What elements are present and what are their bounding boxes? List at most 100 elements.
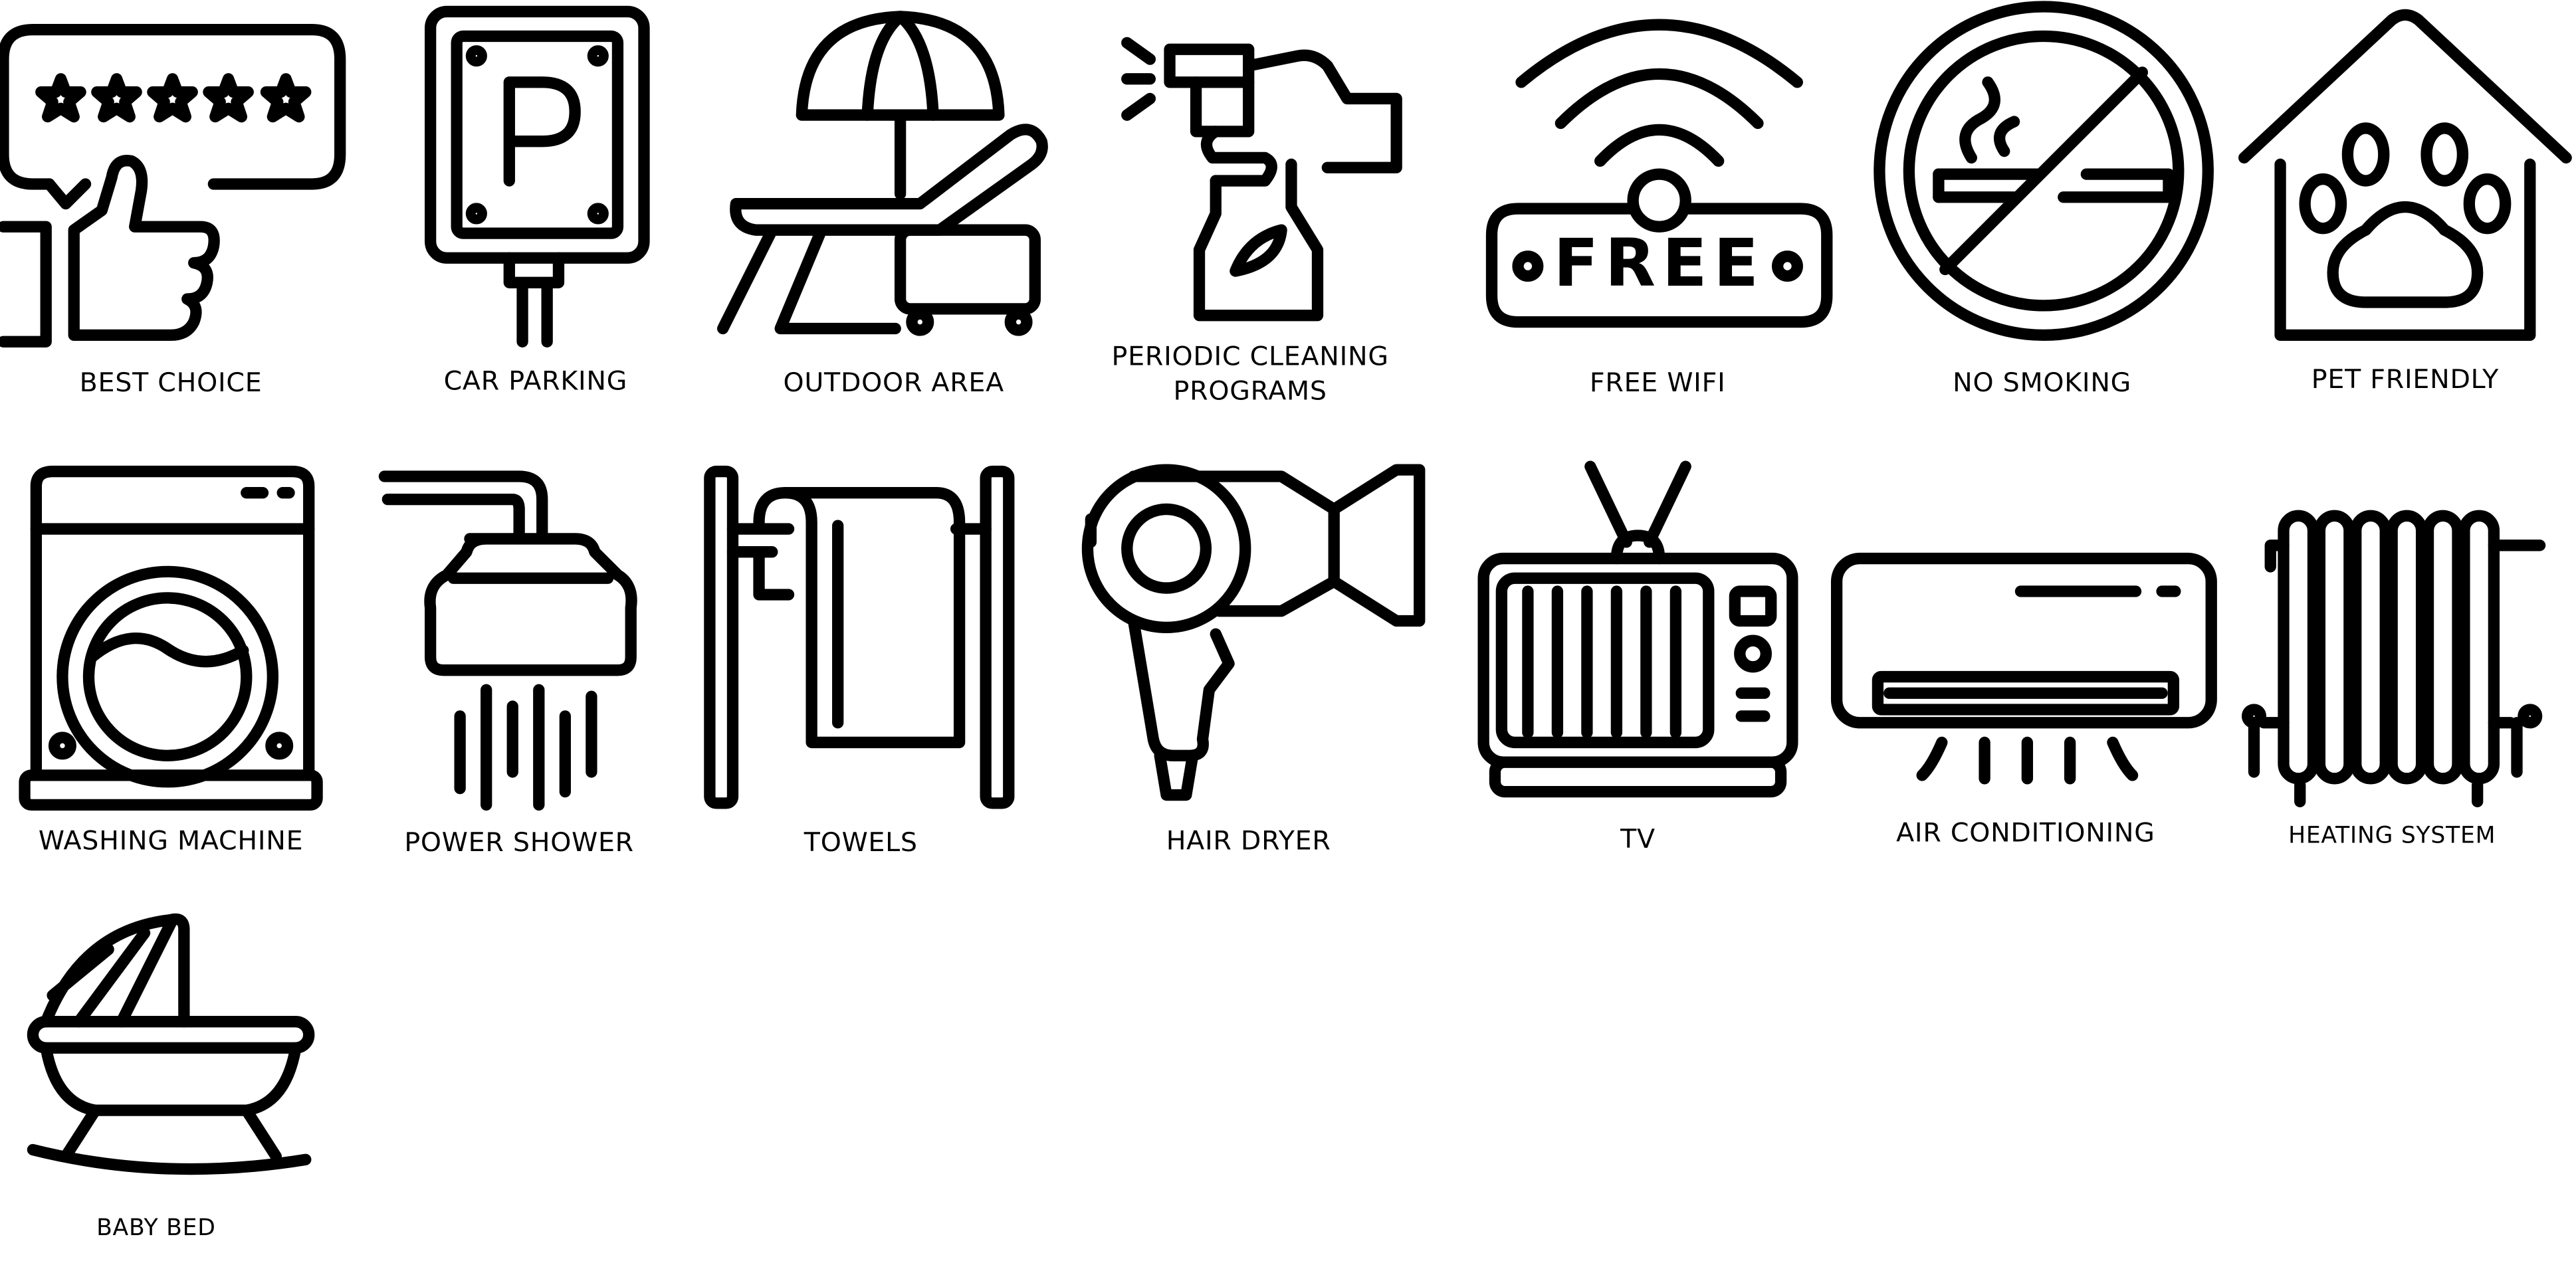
icon-stroke bbox=[1959, 76, 2000, 164]
icon-stroke bbox=[1121, 92, 1156, 121]
icon-stroke bbox=[27, 1016, 315, 1054]
icon-stroke bbox=[2274, 158, 2536, 342]
icon-stroke bbox=[1489, 756, 1787, 798]
cleaning-icon bbox=[1121, 37, 1402, 322]
icon-stroke bbox=[35, 73, 86, 123]
icon-stroke bbox=[1830, 552, 2217, 729]
icon-label: BABY BED bbox=[96, 1215, 216, 1241]
icon-stroke bbox=[43, 178, 92, 210]
icon-stroke bbox=[753, 546, 795, 601]
tv-icon bbox=[1477, 460, 1798, 798]
wifi-free-text: FREE bbox=[1554, 225, 1765, 302]
icon-stroke bbox=[1230, 224, 1287, 277]
icon-stroke bbox=[1555, 68, 1764, 130]
icon-stroke bbox=[1485, 203, 1833, 328]
icon-stroke bbox=[2264, 539, 2546, 573]
icon-stroke bbox=[1243, 49, 1402, 173]
icon-stroke bbox=[2058, 168, 2175, 203]
icon-stroke bbox=[91, 73, 142, 123]
icon-stroke bbox=[1495, 572, 1715, 749]
icon-stroke bbox=[1190, 76, 1255, 138]
icon-stroke bbox=[424, 5, 650, 264]
icon-stroke bbox=[0, 23, 346, 190]
icon-label: TOWELS bbox=[804, 827, 918, 858]
icon-label: PET FRIENDLY bbox=[2311, 364, 2499, 395]
icon-stroke bbox=[241, 1104, 282, 1163]
icon-stroke bbox=[980, 465, 1015, 809]
icon-stroke bbox=[1127, 615, 1235, 761]
free-wifi-icon: FREE bbox=[1485, 19, 1833, 328]
air-conditioning-icon bbox=[1830, 552, 2217, 785]
icon-stroke bbox=[1584, 460, 1632, 548]
icon-label: WASHING MACHINE bbox=[39, 826, 303, 856]
icon-stroke bbox=[1771, 250, 1803, 282]
icon-label: POWER SHOWER bbox=[404, 827, 634, 858]
icon-stroke bbox=[1127, 464, 1426, 627]
icon-label: PROGRAMS bbox=[1174, 375, 1327, 406]
icon-stroke bbox=[2107, 736, 2139, 781]
icon-stroke bbox=[2458, 510, 2500, 785]
icon-stroke bbox=[2238, 9, 2572, 164]
icon-stroke bbox=[861, 11, 939, 121]
icon-stroke bbox=[1916, 736, 1948, 781]
icon-stroke bbox=[2350, 510, 2391, 785]
icon-stroke bbox=[796, 11, 1005, 121]
icon-stroke bbox=[2422, 510, 2464, 785]
icon-stroke bbox=[774, 224, 901, 335]
icon-stroke bbox=[894, 224, 1041, 315]
icon-stroke bbox=[1004, 308, 1033, 336]
icon-label: NO SMOKING bbox=[1953, 367, 2131, 398]
icon-stroke bbox=[1729, 585, 1777, 627]
icon-stroke bbox=[587, 45, 609, 67]
icon-stroke bbox=[2278, 510, 2319, 785]
icon-stroke bbox=[1993, 116, 2020, 157]
icon-stroke bbox=[465, 203, 487, 225]
icon-stroke bbox=[2241, 704, 2267, 729]
icon-stroke bbox=[753, 487, 966, 749]
icon-stroke bbox=[1164, 43, 1255, 88]
icon-stroke bbox=[1939, 66, 2149, 276]
icon-label: FREE WIFI bbox=[1590, 367, 1726, 398]
icon-stroke bbox=[1734, 635, 1772, 673]
icon-stroke bbox=[906, 308, 934, 336]
icon-stroke bbox=[1512, 250, 1544, 282]
icon-stroke bbox=[2248, 717, 2523, 778]
washing-machine-icon bbox=[19, 465, 323, 811]
icon-label: CAR PARKING bbox=[444, 366, 628, 397]
icon-label: OUTDOOR AREA bbox=[784, 367, 1004, 398]
baby-bed-icon bbox=[27, 913, 315, 1175]
icon-stroke bbox=[147, 73, 198, 123]
icon-stroke bbox=[465, 45, 487, 67]
icon-stroke bbox=[260, 73, 312, 123]
icon-stroke bbox=[2299, 173, 2347, 235]
heating-system-icon bbox=[2241, 510, 2546, 808]
icon-stroke bbox=[1627, 168, 1691, 233]
icon-stroke bbox=[503, 252, 565, 288]
icon-stroke bbox=[2420, 122, 2469, 187]
icon-stroke bbox=[60, 1104, 102, 1163]
icon-stroke bbox=[503, 76, 581, 187]
icon-stroke bbox=[27, 1143, 312, 1175]
icon-stroke bbox=[704, 465, 739, 809]
icon-stroke bbox=[1903, 30, 2185, 312]
icon-stroke bbox=[56, 565, 278, 788]
icon-stroke bbox=[587, 203, 609, 225]
best-choice-icon bbox=[0, 23, 346, 347]
icon-stroke bbox=[40, 1042, 302, 1116]
icon-stroke bbox=[47, 943, 114, 1001]
power-shower-icon bbox=[378, 470, 637, 811]
icon-stroke bbox=[2313, 510, 2355, 785]
icon-stroke bbox=[116, 917, 177, 1028]
icon-stroke bbox=[451, 30, 624, 239]
icon-stroke bbox=[19, 769, 323, 811]
hair-dryer-icon bbox=[1081, 464, 1426, 801]
icon-stroke bbox=[1200, 126, 1277, 187]
icon-stroke bbox=[1872, 670, 2180, 716]
outdoor-area-icon bbox=[717, 11, 1048, 336]
icon-stroke bbox=[1594, 124, 1725, 167]
towels-icon bbox=[704, 465, 1015, 809]
icon-stroke bbox=[82, 592, 253, 761]
icon-stroke bbox=[717, 224, 778, 335]
